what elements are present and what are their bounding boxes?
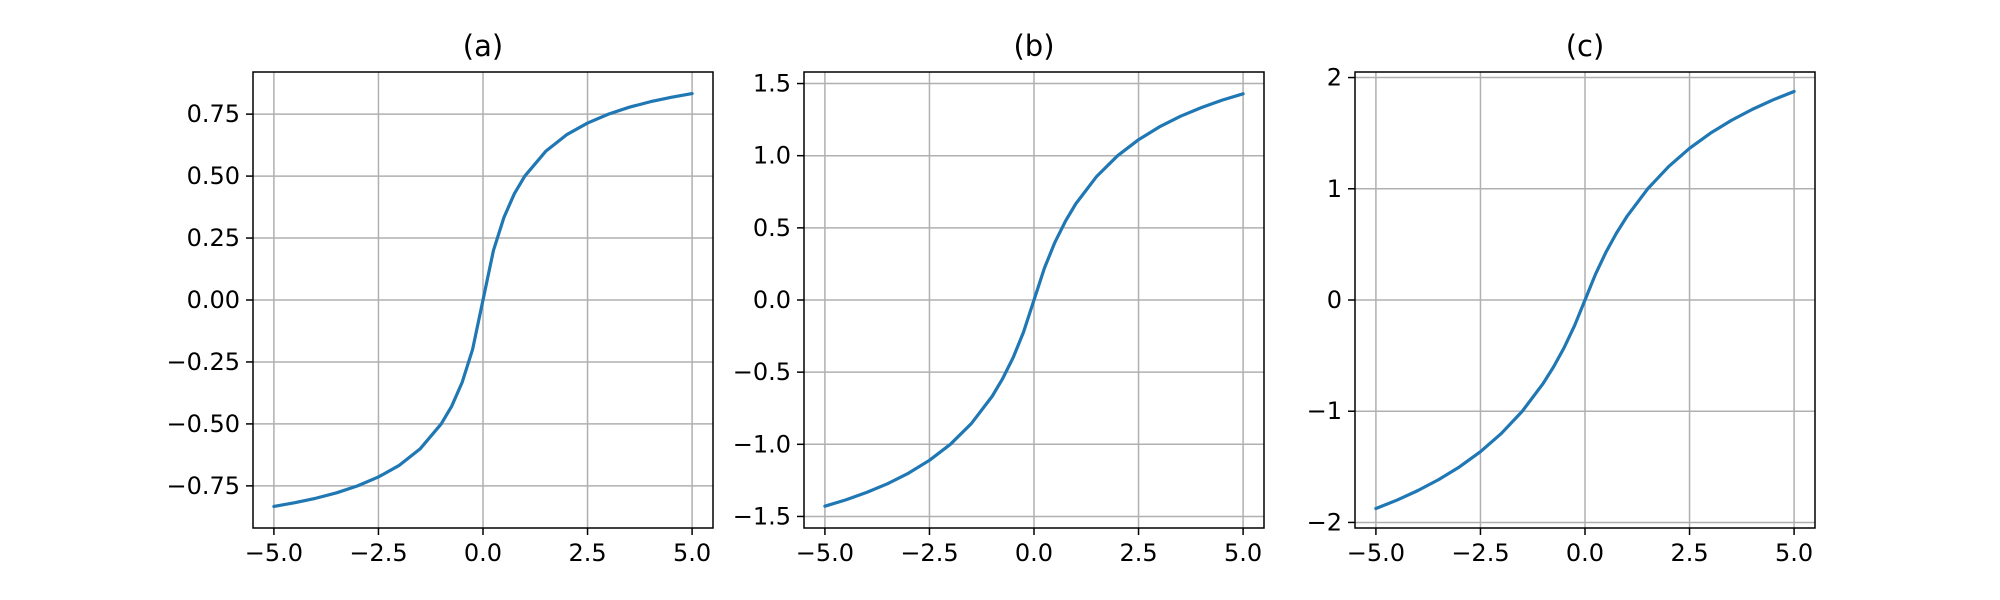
series-line	[823, 92, 1245, 508]
x-tick-label: −2.5	[349, 539, 407, 567]
y-tick-label: 0.25	[187, 224, 240, 252]
x-tick-label: 5.0	[673, 539, 711, 567]
y-tick-label: 0.0	[753, 286, 791, 314]
x-tick-label: 0.0	[1015, 539, 1053, 567]
x-tick-label: −5.0	[245, 539, 303, 567]
series-line	[272, 91, 694, 509]
subplot-c: (c) −5.0 −2.5 0.0 2.5 5.0 −2 −1 0 1 2	[1307, 29, 1816, 567]
subplot-title: (c)	[1566, 29, 1605, 63]
y-tick-label: 0.50	[187, 162, 240, 190]
y-tick-label: 1.5	[753, 70, 791, 98]
subplot-title: (b)	[1013, 29, 1054, 63]
y-tick-label: −0.5	[733, 358, 791, 386]
y-tick-label: −0.75	[166, 472, 240, 500]
x-tick-label: −5.0	[1347, 539, 1405, 567]
x-tick-label: 2.5	[568, 539, 606, 567]
series-line	[1374, 89, 1796, 511]
y-tick-label: 0.00	[187, 286, 240, 314]
x-tick-label: 5.0	[1775, 539, 1813, 567]
y-tick-label: 0.5	[753, 214, 791, 242]
y-tick-label: −0.50	[166, 410, 240, 438]
y-tick-label: −0.25	[166, 348, 240, 376]
x-tick-label: 0.0	[1566, 539, 1604, 567]
y-tick-label: 0.75	[187, 100, 240, 128]
subplot-b: (b) −5.0 −2.5 0.0 2.5 5.0 −1.5 −1.0 −0.5 0.0 0.5 1…	[733, 29, 1265, 567]
x-tick-label: 2.5	[1119, 539, 1157, 567]
x-tick-label: −5.0	[796, 539, 854, 567]
x-tick-label: −2.5	[900, 539, 958, 567]
x-tick-label: −2.5	[1451, 539, 1509, 567]
subplot-a: (a) −5.0 −2.5 0.0 2.5 5.0 −0.75 −0.50 −0.25 0.00…	[166, 29, 714, 567]
y-tick-label: −1	[1307, 397, 1342, 425]
y-tick-label: 0	[1327, 286, 1342, 314]
x-tick-label: 0.0	[464, 539, 502, 567]
y-tick-label: −1.5	[733, 502, 791, 530]
x-tick-label: 2.5	[1670, 539, 1708, 567]
y-tick-label: 1	[1327, 175, 1342, 203]
y-tick-label: −1.0	[733, 430, 791, 458]
x-tick-label: 5.0	[1224, 539, 1262, 567]
y-tick-label: 1.0	[753, 142, 791, 170]
subplot-title: (a)	[463, 29, 503, 63]
y-tick-label: 2	[1327, 64, 1342, 92]
y-tick-label: −2	[1307, 508, 1342, 536]
